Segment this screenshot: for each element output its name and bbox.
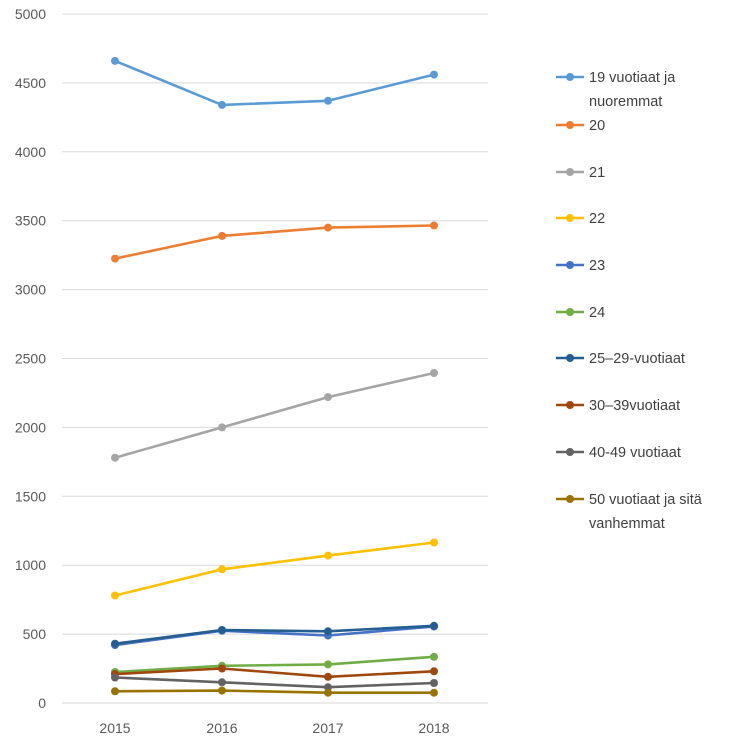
data-point: [324, 627, 332, 636]
x-axis-tick-labels: 2015 2016 2017 2018: [99, 720, 449, 736]
data-point: [218, 565, 226, 574]
x-tick-label: 2018: [418, 720, 449, 736]
legend-marker-icon: [556, 448, 584, 456]
legend-label: 21: [589, 165, 606, 181]
data-point: [218, 664, 226, 673]
legend-marker-icon: [556, 214, 584, 222]
legend-label: 24: [589, 305, 606, 321]
x-tick-label: 2017: [312, 720, 343, 736]
data-point: [111, 254, 119, 263]
y-tick-label: 2000: [15, 419, 46, 435]
data-point: [324, 683, 332, 692]
legend-marker-icon: [556, 308, 584, 316]
data-point: [430, 667, 438, 676]
legend-marker-icon: [556, 168, 584, 176]
data-point: [324, 223, 332, 232]
data-point: [111, 591, 119, 600]
y-tick-label: 2500: [15, 351, 46, 367]
data-point: [430, 221, 438, 230]
y-tick-label: 500: [23, 626, 47, 642]
y-tick-label: 4500: [15, 75, 46, 91]
data-point: [218, 100, 226, 109]
legend-label: 50 vuotiaat ja sitä vanhemmat: [589, 492, 702, 532]
data-point: [218, 423, 226, 432]
data-point: [218, 678, 226, 687]
data-point: [111, 639, 119, 648]
series-line-5: [114, 655, 435, 674]
data-point: [430, 679, 438, 687]
legend-marker-icon: [556, 261, 584, 269]
legend-label: 25–29-vuotiaat: [589, 351, 685, 367]
data-point: [111, 687, 119, 696]
series-line-6: [114, 624, 435, 645]
legend-marker-icon: [556, 354, 584, 362]
data-point: [324, 672, 332, 681]
series-line-0: [114, 59, 435, 107]
y-tick-label: 3500: [15, 213, 46, 229]
data-point: [324, 96, 332, 105]
data-point: [430, 538, 438, 547]
data-point: [430, 688, 438, 697]
data-point: [430, 652, 438, 661]
series-line-7: [114, 667, 435, 679]
y-tick-label: 5000: [15, 6, 46, 22]
series-line-8: [114, 676, 435, 689]
legend-marker-icon: [556, 121, 584, 129]
series-line-3: [114, 541, 435, 597]
data-point: [218, 626, 226, 634]
legend-marker-icon: [556, 495, 584, 503]
data-point: [324, 660, 332, 669]
gridlines: [62, 13, 488, 704]
y-tick-label: 1500: [15, 488, 46, 504]
legend-label: 30–39vuotiaat: [589, 398, 681, 414]
data-point: [324, 688, 332, 697]
x-tick-label: 2016: [206, 720, 237, 736]
y-tick-label: 0: [38, 695, 46, 711]
legend-label: 40-49 vuotiaat: [589, 445, 681, 461]
data-point: [111, 673, 119, 682]
data-point: [111, 453, 119, 462]
legend-marker-icon: [556, 401, 584, 409]
data-point: [430, 369, 438, 377]
data-point: [218, 686, 226, 695]
legend-label: 23: [589, 258, 606, 274]
legend-label: 19 vuotiaat ja nuoremmat: [589, 70, 676, 110]
legend-label: 20: [589, 118, 606, 134]
series-line-1: [114, 224, 435, 260]
data-point: [324, 393, 332, 402]
y-axis-tick-labels: 0 500 1000 1500 2000 2500 3000 3500 4000 4500 5000: [15, 6, 46, 711]
y-tick-label: 1000: [15, 557, 46, 573]
data-point: [430, 621, 438, 630]
series-line-9: [114, 689, 434, 695]
data-point: [430, 70, 438, 79]
series-lines: [111, 56, 438, 697]
data-point: [111, 56, 119, 65]
legend-label: 22: [589, 211, 606, 227]
y-tick-label: 4000: [15, 144, 46, 160]
x-tick-label: 2015: [99, 720, 130, 736]
data-point: [218, 231, 226, 240]
legend-marker-icon: [556, 73, 584, 81]
series-line-2: [114, 371, 435, 459]
data-point: [324, 551, 332, 560]
y-tick-label: 3000: [15, 282, 46, 298]
